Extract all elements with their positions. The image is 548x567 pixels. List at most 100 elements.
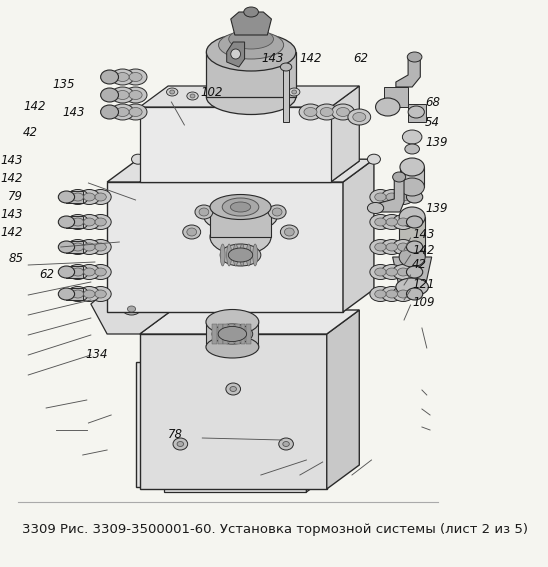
Bar (66, 241, 83, 253)
Text: 109: 109 (412, 297, 435, 310)
Ellipse shape (244, 7, 259, 17)
Ellipse shape (239, 244, 244, 266)
Text: EX: EX (158, 240, 299, 333)
Ellipse shape (397, 193, 409, 201)
Ellipse shape (370, 189, 391, 205)
Ellipse shape (407, 52, 422, 62)
Ellipse shape (58, 191, 75, 203)
Ellipse shape (392, 214, 414, 230)
Ellipse shape (222, 198, 259, 216)
Ellipse shape (90, 264, 111, 280)
Ellipse shape (375, 218, 386, 226)
Ellipse shape (83, 268, 95, 276)
Text: 142: 142 (1, 171, 24, 184)
Ellipse shape (187, 228, 197, 236)
Ellipse shape (218, 327, 247, 341)
Polygon shape (231, 12, 271, 35)
Text: 139: 139 (425, 136, 448, 149)
Ellipse shape (83, 243, 95, 251)
Ellipse shape (79, 189, 100, 205)
Polygon shape (164, 352, 306, 492)
Ellipse shape (288, 88, 300, 96)
Ellipse shape (167, 88, 178, 96)
Ellipse shape (229, 29, 273, 49)
Ellipse shape (396, 278, 429, 296)
Ellipse shape (386, 243, 397, 251)
Ellipse shape (220, 244, 225, 266)
Ellipse shape (407, 191, 423, 203)
Ellipse shape (58, 216, 75, 228)
Text: 42: 42 (412, 259, 427, 272)
Ellipse shape (79, 239, 100, 255)
Ellipse shape (83, 218, 95, 226)
Polygon shape (140, 161, 359, 182)
Ellipse shape (272, 208, 282, 216)
Ellipse shape (370, 286, 391, 302)
Polygon shape (107, 159, 374, 182)
Ellipse shape (281, 63, 292, 71)
Ellipse shape (392, 172, 406, 182)
Text: 143: 143 (412, 229, 435, 242)
Polygon shape (399, 217, 425, 257)
Ellipse shape (95, 218, 106, 226)
Ellipse shape (400, 158, 424, 176)
Ellipse shape (402, 130, 422, 144)
Text: 3309 Рис. 3309-3500001-60. Установка тормозной системы (лист 2 из 5): 3309 Рис. 3309-3500001-60. Установка тор… (22, 523, 528, 535)
Ellipse shape (399, 247, 425, 267)
Ellipse shape (72, 243, 83, 251)
Ellipse shape (206, 310, 259, 335)
Ellipse shape (173, 438, 187, 450)
Bar (218, 324, 222, 344)
Ellipse shape (367, 154, 380, 164)
Ellipse shape (230, 202, 250, 212)
Text: 62: 62 (353, 52, 368, 65)
Ellipse shape (407, 266, 423, 278)
Ellipse shape (219, 31, 284, 59)
Ellipse shape (386, 290, 397, 298)
Polygon shape (135, 362, 318, 487)
Ellipse shape (129, 73, 142, 82)
Ellipse shape (397, 268, 409, 276)
Ellipse shape (177, 442, 184, 446)
Ellipse shape (229, 248, 253, 262)
Ellipse shape (381, 239, 402, 255)
Bar (66, 266, 83, 278)
Polygon shape (343, 159, 374, 312)
Ellipse shape (392, 286, 414, 302)
Text: 85: 85 (8, 252, 24, 264)
Ellipse shape (72, 290, 83, 298)
Ellipse shape (90, 239, 111, 255)
Ellipse shape (407, 288, 423, 300)
Text: 143: 143 (62, 107, 85, 120)
Ellipse shape (116, 73, 129, 82)
Ellipse shape (381, 286, 402, 302)
Text: 79: 79 (8, 189, 24, 202)
Ellipse shape (210, 219, 271, 255)
Ellipse shape (400, 178, 424, 196)
Text: 121: 121 (412, 278, 435, 291)
Ellipse shape (187, 92, 198, 100)
Polygon shape (207, 322, 259, 347)
Ellipse shape (386, 218, 397, 226)
Ellipse shape (226, 383, 241, 395)
Bar (229, 324, 234, 344)
Polygon shape (392, 257, 432, 287)
Ellipse shape (381, 214, 402, 230)
Ellipse shape (392, 264, 414, 280)
Ellipse shape (348, 109, 370, 125)
Ellipse shape (67, 214, 88, 230)
Ellipse shape (207, 79, 296, 115)
Text: 143: 143 (1, 154, 24, 167)
Ellipse shape (101, 70, 118, 84)
Bar (66, 216, 83, 228)
Ellipse shape (407, 216, 423, 228)
Bar (241, 324, 246, 344)
Polygon shape (140, 86, 359, 107)
Ellipse shape (129, 91, 142, 99)
Ellipse shape (246, 244, 251, 266)
Polygon shape (207, 52, 296, 97)
Ellipse shape (67, 286, 88, 302)
Ellipse shape (116, 91, 129, 99)
Ellipse shape (128, 306, 135, 312)
Polygon shape (140, 107, 331, 182)
